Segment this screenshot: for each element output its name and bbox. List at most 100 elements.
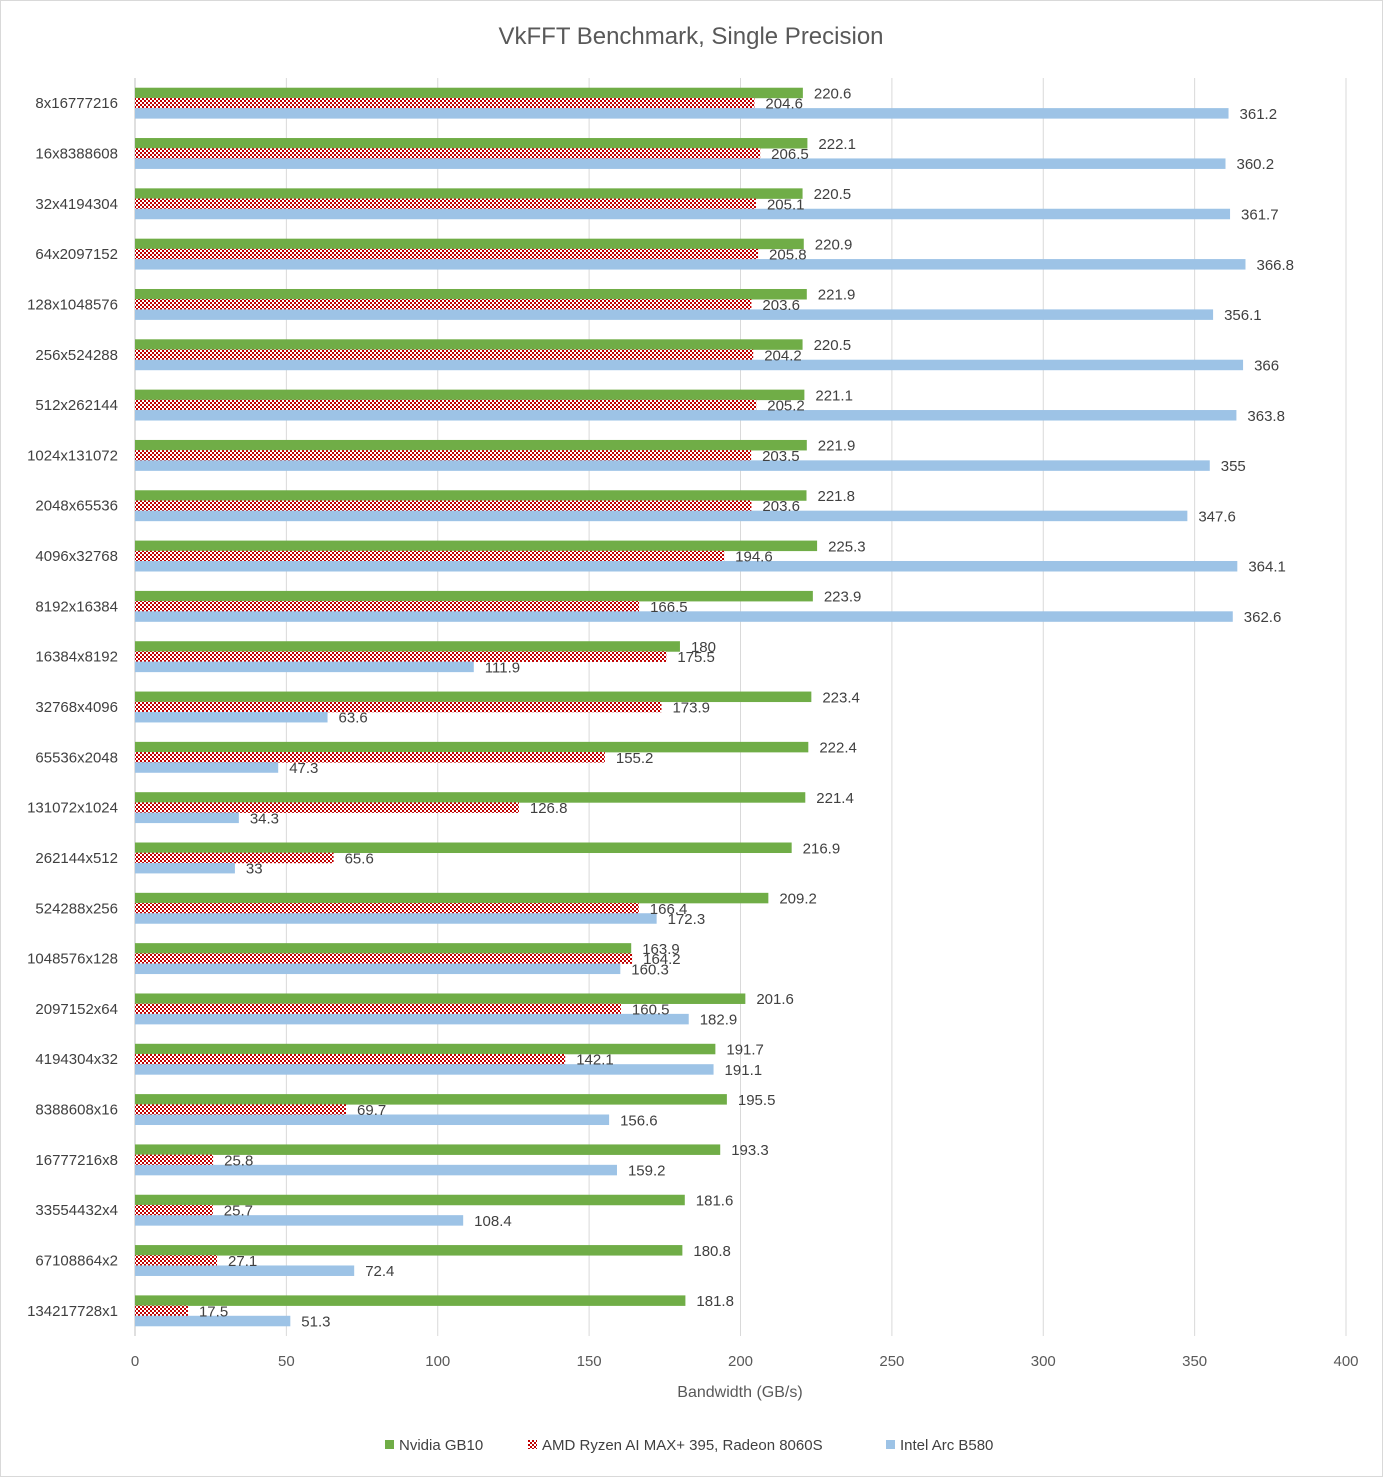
data-label: 221.8 [817,488,855,505]
data-label: 72.4 [365,1263,394,1280]
data-label: 195.5 [738,1092,776,1109]
category-label: 32x4194304 [35,196,118,213]
bar [135,1114,610,1126]
category-label: 67108864x2 [35,1253,118,1270]
bar [135,1104,347,1115]
bar [135,349,754,361]
data-label: 33 [246,861,263,878]
data-label: 222.1 [818,136,856,153]
category-label: 8192x16384 [35,598,118,615]
bar [135,97,755,109]
data-label: 47.3 [289,760,318,777]
data-label: 362.6 [1244,609,1282,626]
bar [135,510,1188,522]
bar [135,661,474,673]
bar [135,500,752,511]
data-label: 181.6 [696,1193,734,1210]
legend-swatch [528,1440,537,1449]
x-tick-labels: 0 50 100 150 200 250 300 350 400 [131,1353,1359,1370]
data-label: 355 [1221,458,1246,475]
bar [135,1255,218,1266]
chart-title: VkFFT Benchmark, Single Precision [498,23,883,50]
bar [135,1043,716,1055]
bars [135,87,1246,1327]
data-label: 160.3 [631,961,669,978]
category-label: 134217728x1 [27,1303,118,1320]
bar [135,1295,686,1306]
data-label: 220.6 [814,85,852,102]
data-label: 164.2 [643,951,681,968]
bar [135,963,621,975]
bar [135,1315,291,1327]
x-axis-title: Bandwidth (GB/s) [677,1384,802,1401]
bar [135,439,807,451]
bar [135,802,519,813]
bar [135,1064,714,1075]
bar [135,641,680,652]
bar [135,1215,464,1226]
category-label: 262144x512 [35,850,118,867]
bar [135,741,809,753]
data-labels: 220.6 204.6 361.2 222.1 206.5 360.2 220.5 205.1… [199,85,1294,1330]
data-label: 166.5 [650,599,688,616]
data-label: 34.3 [250,810,279,827]
bar [135,188,803,199]
legend-label: Nvidia GB10 [399,1437,483,1454]
category-label: 4096x32768 [35,548,118,565]
data-label: 221.9 [818,438,856,455]
bar [135,550,725,562]
bar [135,339,803,350]
data-label: 220.5 [814,337,852,354]
x-tick-label: 50 [278,1353,295,1370]
category-labels: 8x16777216 16x8388608 32x4194304 64x2097152… [27,95,118,1320]
bar [135,399,757,411]
bar [135,299,752,310]
category-label: 64x2097152 [35,246,118,263]
bar [135,852,334,864]
data-label: 203.6 [762,498,800,515]
bar [135,1164,617,1176]
bar [135,762,279,773]
category-label: 16x8388608 [35,145,118,162]
bar [135,248,759,260]
bar [135,450,752,461]
data-label: 363.8 [1247,408,1285,425]
bar [135,1053,566,1065]
x-tick-label: 300 [1031,1353,1056,1370]
data-label: 194.6 [735,549,773,566]
data-label: 111.9 [485,659,520,676]
data-label: 225.3 [828,538,866,555]
data-label: 108.4 [474,1213,512,1230]
category-label: 131072x1024 [27,800,118,817]
category-label: 512x262144 [35,397,118,414]
data-label: 163.9 [642,941,680,958]
data-label: 205.1 [767,196,805,213]
data-label: 221.4 [816,790,854,807]
data-label: 223.4 [822,689,860,706]
data-label: 25.7 [224,1203,253,1220]
category-label: 8x16777216 [35,95,118,112]
bar [135,1154,214,1166]
data-label: 63.6 [339,710,368,727]
category-label: 32768x4096 [35,699,118,716]
bar [135,651,667,662]
data-label: 166.4 [650,901,688,918]
data-label: 203.6 [762,297,800,314]
data-label: 201.6 [756,991,794,1008]
category-label: 1024x131072 [27,447,118,464]
bar [135,148,761,159]
bar [135,601,640,612]
category-label: 65536x2048 [35,749,118,766]
category-label: 8388608x16 [35,1102,118,1119]
bar [135,238,804,250]
bar [135,560,1238,572]
data-label: 205.8 [769,247,807,264]
data-label: 191.7 [726,1042,764,1059]
category-label: 16777216x8 [35,1152,118,1169]
bar [135,611,1233,622]
data-label: 175.5 [677,649,715,666]
bar [135,711,328,723]
data-label: 181.8 [696,1293,734,1310]
bar [135,1265,355,1276]
